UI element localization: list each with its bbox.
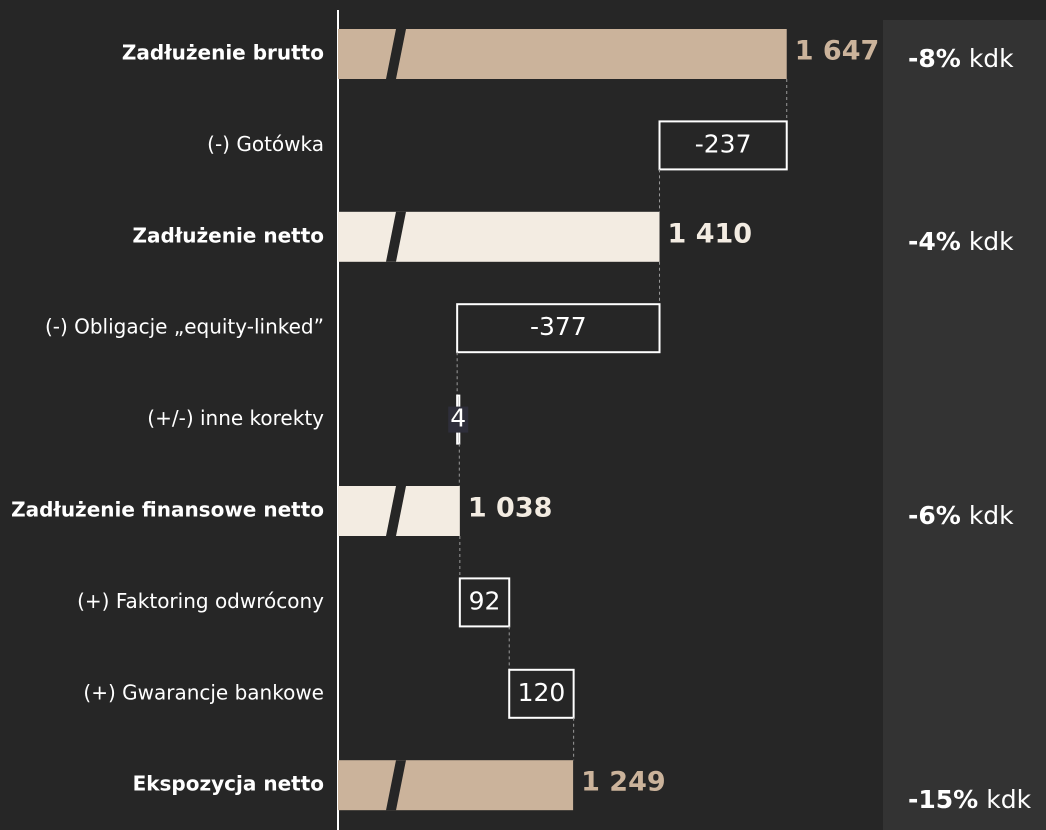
side-panel [883, 20, 1046, 830]
value-label: -237 [695, 129, 752, 158]
change-unit: kdk [969, 44, 1014, 73]
change-value: -8% [908, 44, 961, 73]
delta-bar [458, 577, 511, 628]
category-label: (+) Faktoring odwrócony [77, 589, 324, 613]
change-value: -4% [908, 227, 961, 256]
total-bar [338, 211, 660, 262]
change-value: -15% [908, 785, 978, 814]
change-unit: kdk [986, 785, 1031, 814]
category-label: Zadłużenie brutto [122, 41, 324, 65]
category-label: Ekspozycja netto [133, 772, 324, 796]
axis-break [386, 29, 406, 79]
change-value: -6% [908, 501, 961, 530]
change-unit: kdk [969, 227, 1014, 256]
delta-bar [658, 120, 788, 171]
total-bar [338, 760, 574, 811]
axis-break [386, 211, 406, 262]
axis-break [386, 486, 406, 536]
change-unit: kdk [969, 501, 1014, 530]
value-label: 1 038 [468, 493, 553, 524]
axis-break [386, 760, 406, 811]
value-label: 1 249 [581, 767, 666, 798]
category-label: Zadłużenie finansowe netto [11, 498, 324, 522]
value-label: 1 410 [668, 218, 753, 249]
change-annotation: -15% kdk [908, 785, 1032, 814]
label-bg [448, 406, 469, 433]
value-label: 4 [450, 404, 466, 433]
value-label: 92 [469, 586, 501, 615]
change-annotation: -6% kdk [908, 501, 1014, 530]
category-label: (+/-) inne korekty [147, 406, 324, 430]
total-bar [338, 29, 787, 79]
change-annotation: -4% kdk [908, 227, 1014, 256]
change-annotation: -8% kdk [908, 44, 1014, 73]
category-label: (+) Gwarancje bankowe [83, 680, 324, 704]
delta-bar [456, 303, 661, 354]
value-label: 1 647 [795, 36, 880, 67]
category-label: (-) Obligacje „equity-linked” [45, 315, 324, 339]
delta-bar [508, 668, 575, 719]
value-label: 120 [518, 678, 566, 707]
category-label: Zadłużenie netto [133, 223, 324, 247]
value-label: -377 [530, 312, 587, 341]
category-label: (-) Gotówka [207, 132, 324, 156]
